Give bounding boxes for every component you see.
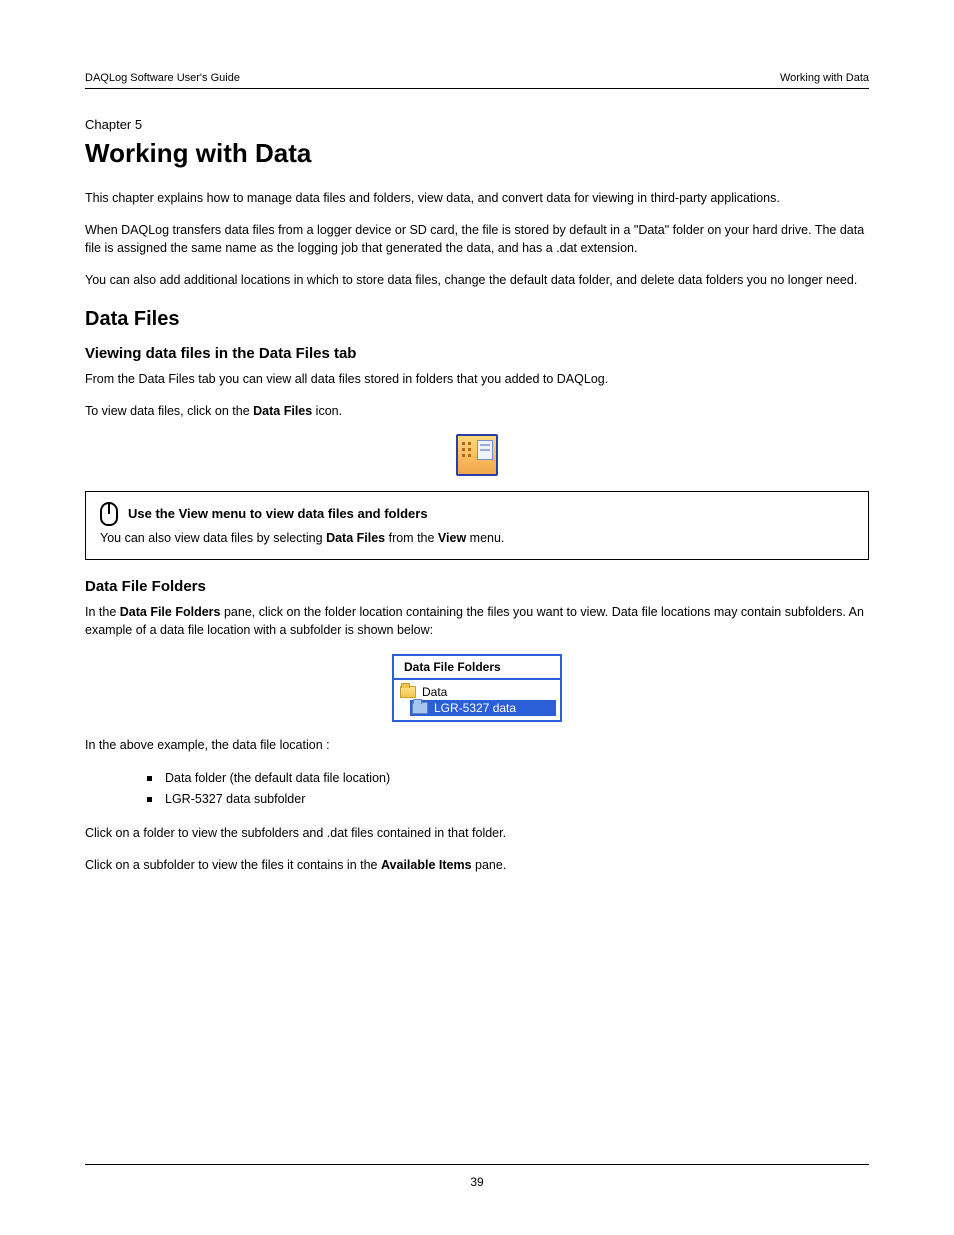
- closing-p2: Click on a subfolder to view the files i…: [85, 856, 869, 874]
- tip-body-d: View: [438, 531, 466, 545]
- subsection-locations: Data File Folders: [85, 578, 869, 595]
- viewing-p2-b: Data Files: [253, 404, 312, 418]
- viewing-p2-c: icon.: [312, 404, 342, 418]
- tip-title: Use the View menu to view data files and…: [128, 506, 428, 521]
- folder-desc: In the above example, the data file loca…: [85, 736, 869, 754]
- folders-panel-title: Data File Folders: [394, 656, 560, 680]
- running-header: DAQLog Software User's Guide Working wit…: [85, 72, 869, 84]
- locations-p-b: Data File Folders: [120, 605, 221, 619]
- tree-item-label: Data: [422, 685, 447, 699]
- tip-body-a: You can also view data files by selectin…: [100, 531, 326, 545]
- tip-body-c: from the: [385, 531, 438, 545]
- tip-body-b: Data Files: [326, 531, 385, 545]
- tip-body: You can also view data files by selectin…: [100, 530, 854, 548]
- list-item: Data folder (the default data file locat…: [147, 768, 869, 789]
- header-rule: [85, 88, 869, 89]
- tree-item-label: LGR-5327 data: [434, 701, 516, 715]
- intro-p2: When DAQLog transfers data files from a …: [85, 221, 869, 257]
- bullet-list: Data folder (the default data file locat…: [147, 768, 869, 811]
- intro-p1: This chapter explains how to manage data…: [85, 189, 869, 207]
- list-item: LGR-5327 data subfolder: [147, 789, 869, 810]
- viewing-p1: From the Data Files tab you can view all…: [85, 370, 869, 388]
- closing-p2-b: Available Items: [381, 858, 472, 872]
- tip-box: Use the View menu to view data files and…: [85, 491, 869, 561]
- header-left: DAQLog Software User's Guide: [85, 72, 240, 84]
- locations-p: In the Data File Folders pane, click on …: [85, 603, 869, 639]
- icon-figure: [85, 434, 869, 481]
- intro-p3: You can also add additional locations in…: [85, 271, 869, 289]
- viewing-p2-a: To view data files, click on the: [85, 404, 253, 418]
- locations-p-pre: In the: [85, 605, 120, 619]
- footer-rule: [85, 1164, 869, 1165]
- folder-icon: [412, 702, 428, 714]
- viewing-p2: To view data files, click on the Data Fi…: [85, 402, 869, 420]
- page-number: 39: [0, 1175, 954, 1189]
- tree-item-data[interactable]: Data: [398, 684, 556, 700]
- tree-item-lgr[interactable]: LGR-5327 data: [410, 700, 556, 716]
- folders-panel: Data File Folders Data LGR-5327 data: [392, 654, 562, 722]
- closing-p1: Click on a folder to view the subfolders…: [85, 824, 869, 842]
- header-right: Working with Data: [780, 72, 869, 84]
- mouse-icon: [100, 502, 118, 526]
- page: DAQLog Software User's Guide Working wit…: [0, 0, 954, 1235]
- folders-tree: Data LGR-5327 data: [394, 680, 560, 720]
- closing-p2-a: Click on a subfolder to view the files i…: [85, 858, 381, 872]
- folders-figure: Data File Folders Data LGR-5327 data: [85, 654, 869, 722]
- data-files-icon: [456, 434, 498, 476]
- chapter-number: Chapter 5: [85, 117, 869, 132]
- closing-p2-c: pane.: [472, 858, 507, 872]
- tip-body-e: menu.: [466, 531, 504, 545]
- chapter-title: Working with Data: [85, 138, 869, 169]
- subsection-viewing: Viewing data files in the Data Files tab: [85, 345, 869, 362]
- section-data-files: Data Files: [85, 308, 869, 331]
- folder-icon: [400, 686, 416, 698]
